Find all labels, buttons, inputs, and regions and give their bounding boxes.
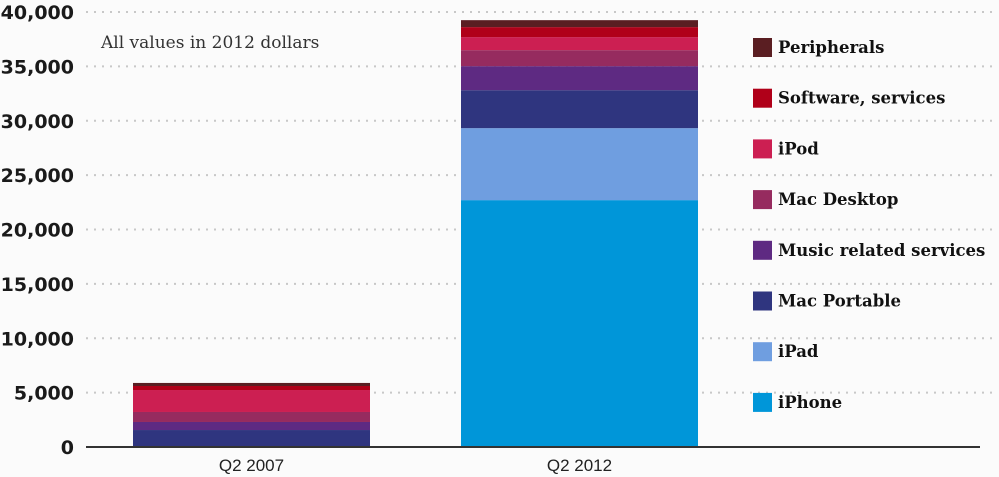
bar-segment-mac-desktop-1 bbox=[461, 50, 698, 67]
bar-segment-peripherals-0 bbox=[133, 382, 370, 386]
bars bbox=[133, 20, 698, 447]
legend-swatch bbox=[753, 88, 772, 108]
bar-segment-music-related-services-0 bbox=[133, 421, 370, 431]
y-tick-label: 40,000 bbox=[1, 2, 74, 24]
y-tick-label: 35,000 bbox=[1, 56, 74, 78]
y-tick-label: 0 bbox=[61, 437, 74, 459]
bar-segment-mac-portable-0 bbox=[133, 430, 370, 447]
legend-label: Mac Desktop bbox=[778, 190, 898, 209]
bar-segment-ipod-1 bbox=[461, 37, 698, 51]
y-axis-ticks: 0 5,000 10,000 15,000 20,000 25,000 30,000 35,0… bbox=[1, 2, 74, 459]
bar-segment-iphone-1 bbox=[461, 200, 698, 447]
legend-label: Peripherals bbox=[778, 38, 884, 57]
bar-segment-software-services-0 bbox=[133, 385, 370, 391]
legend-swatch bbox=[753, 291, 772, 311]
legend-label: iPod bbox=[778, 139, 819, 158]
legend-label: iPad bbox=[778, 342, 819, 361]
legend-swatch bbox=[753, 392, 772, 412]
legend: Peripherals Software, services iPod Mac Des… bbox=[753, 38, 985, 412]
bar-segment-mac-desktop-0 bbox=[133, 411, 370, 422]
bar-segment-peripherals-1 bbox=[461, 20, 698, 28]
legend-label: Mac Portable bbox=[778, 292, 901, 311]
x-tick-label: Q2 2012 bbox=[547, 456, 612, 475]
legend-swatch bbox=[753, 38, 772, 57]
legend-swatch bbox=[753, 342, 772, 362]
y-tick-label: 10,000 bbox=[1, 328, 74, 350]
x-axis-ticks: Q2 2007 Q2 2012 bbox=[219, 456, 612, 475]
bar-segment-ipod-0 bbox=[133, 390, 370, 412]
y-tick-label: 25,000 bbox=[1, 165, 74, 187]
legend-label: Software, services bbox=[778, 89, 945, 108]
y-tick-label: 30,000 bbox=[1, 111, 74, 133]
y-tick-label: 5,000 bbox=[14, 383, 74, 405]
bar-segment-mac-portable-1 bbox=[461, 90, 698, 129]
legend-label: iPhone bbox=[778, 393, 842, 412]
bar-segment-music-related-services-1 bbox=[461, 66, 698, 91]
y-tick-label: 20,000 bbox=[1, 220, 74, 242]
x-tick-label: Q2 2007 bbox=[219, 456, 284, 475]
legend-swatch bbox=[753, 240, 772, 260]
bar-segment-ipad-1 bbox=[461, 128, 698, 201]
legend-label: Music related services bbox=[778, 241, 985, 260]
legend-swatch bbox=[753, 190, 772, 210]
annotation-text: All values in 2012 dollars bbox=[100, 33, 319, 53]
bar-segment-software-services-1 bbox=[461, 27, 698, 38]
legend-swatch bbox=[753, 139, 772, 159]
y-tick-label: 15,000 bbox=[1, 274, 74, 296]
